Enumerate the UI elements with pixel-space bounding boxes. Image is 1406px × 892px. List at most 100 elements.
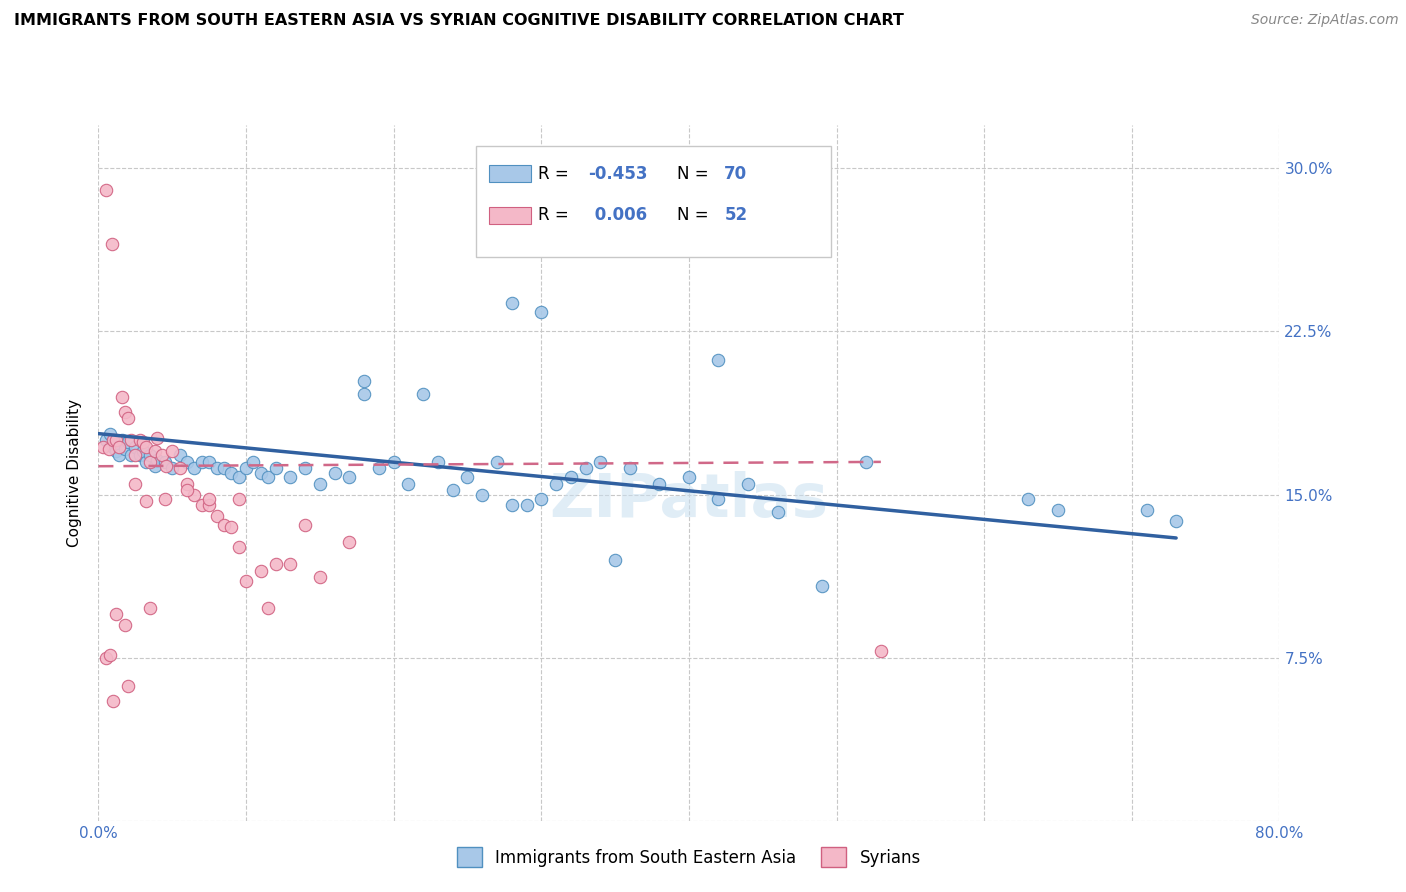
Point — [1135, 502, 1157, 516]
Point — [135, 455, 157, 469]
Point — [219, 520, 242, 534]
Point — [198, 491, 221, 506]
Point — [294, 517, 316, 532]
Point — [250, 564, 273, 578]
Point — [515, 499, 537, 513]
Point — [737, 476, 759, 491]
Point — [1164, 514, 1187, 528]
Point — [228, 540, 250, 554]
Point — [427, 455, 450, 469]
Point — [91, 440, 114, 454]
Point — [353, 375, 375, 389]
Point — [105, 607, 128, 621]
Point — [98, 426, 121, 441]
Point — [120, 448, 142, 462]
Point — [264, 557, 287, 571]
Point — [162, 461, 183, 475]
Point — [94, 183, 117, 197]
Text: N =: N = — [678, 206, 714, 224]
Point — [100, 237, 122, 252]
Point — [176, 476, 198, 491]
Point — [105, 433, 128, 447]
Point — [382, 455, 405, 469]
Point — [103, 694, 125, 708]
Point — [1046, 502, 1069, 516]
Point — [219, 466, 242, 480]
Point — [117, 411, 139, 425]
Point — [169, 448, 191, 462]
Text: IMMIGRANTS FROM SOUTH EASTERN ASIA VS SYRIAN COGNITIVE DISABILITY CORRELATION CH: IMMIGRANTS FROM SOUTH EASTERN ASIA VS SY… — [14, 13, 904, 29]
Point — [228, 470, 250, 484]
Point — [766, 505, 789, 519]
Point — [501, 499, 523, 513]
Point — [235, 461, 257, 475]
Point — [339, 535, 360, 549]
Point — [139, 455, 162, 469]
Text: 0.006: 0.006 — [589, 206, 647, 224]
Point — [456, 470, 478, 484]
Point — [235, 574, 257, 589]
Point — [198, 455, 221, 469]
Point — [560, 470, 582, 484]
Point — [120, 433, 142, 447]
Point — [124, 440, 146, 454]
Point — [678, 470, 700, 484]
Point — [619, 461, 641, 475]
Point — [135, 440, 157, 454]
Point — [183, 461, 205, 475]
Text: -0.453: -0.453 — [589, 165, 648, 183]
Point — [412, 387, 434, 401]
Point — [810, 579, 832, 593]
Point — [176, 483, 198, 498]
Point — [309, 570, 332, 584]
Point — [98, 648, 121, 663]
Text: Source: ZipAtlas.com: Source: ZipAtlas.com — [1251, 13, 1399, 28]
Point — [264, 461, 287, 475]
Point — [176, 455, 198, 469]
Point — [103, 440, 125, 454]
Legend: Immigrants from South Eastern Asia, Syrians: Immigrants from South Eastern Asia, Syri… — [449, 839, 929, 875]
Text: 70: 70 — [724, 165, 748, 183]
Point — [124, 448, 146, 462]
Point — [132, 435, 155, 450]
Point — [574, 461, 596, 475]
Point — [339, 470, 360, 484]
Point — [205, 509, 228, 524]
Point — [153, 455, 176, 469]
Point — [869, 644, 891, 658]
Point — [124, 476, 146, 491]
Point — [94, 650, 117, 665]
Point — [135, 494, 157, 508]
Point — [501, 296, 523, 310]
Point — [278, 557, 302, 571]
Point — [191, 499, 214, 513]
Point — [155, 459, 177, 474]
Point — [105, 444, 128, 458]
Point — [1017, 491, 1039, 506]
Point — [546, 476, 568, 491]
Point — [212, 517, 235, 532]
Point — [257, 600, 280, 615]
Point — [183, 487, 205, 501]
Point — [117, 679, 139, 693]
Point — [441, 483, 464, 498]
Point — [108, 440, 131, 454]
Point — [198, 499, 221, 513]
FancyBboxPatch shape — [489, 207, 530, 224]
Point — [589, 455, 612, 469]
Text: R =: R = — [537, 165, 574, 183]
Point — [707, 352, 730, 367]
Point — [648, 476, 671, 491]
Point — [257, 470, 280, 484]
Point — [162, 444, 183, 458]
Point — [97, 442, 120, 456]
Point — [128, 433, 150, 447]
Point — [143, 444, 166, 458]
Point — [143, 459, 166, 474]
Point — [146, 452, 169, 467]
Point — [139, 448, 162, 462]
Point — [396, 476, 419, 491]
Point — [150, 448, 173, 462]
Point — [471, 487, 494, 501]
Y-axis label: Cognitive Disability: Cognitive Disability — [67, 399, 83, 547]
